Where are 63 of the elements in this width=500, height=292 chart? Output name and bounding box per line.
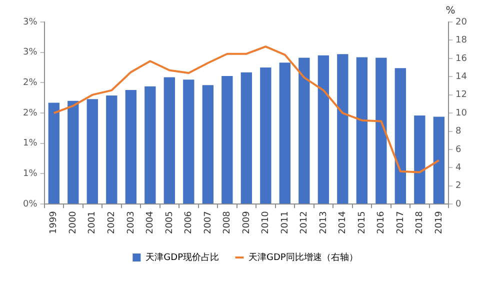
x-tick-label: 2015 — [357, 211, 368, 234]
y-tick-label: 3% — [22, 48, 38, 58]
y-tick-label: 0% — [22, 199, 38, 210]
bar — [356, 57, 368, 204]
x-tick-label: 2018 — [415, 210, 426, 234]
y2-tick-label: 6 — [456, 144, 462, 155]
x-tick-label: 2006 — [184, 210, 194, 234]
y-tick-label: 2% — [22, 78, 38, 88]
y2-axis-title: % — [446, 6, 456, 17]
y-tick-label: 3% — [22, 17, 38, 28]
x-tick-label: 2002 — [107, 211, 117, 234]
x-tick-label: 2011 — [280, 211, 290, 234]
x-tick-label: 2007 — [203, 211, 214, 234]
bar — [222, 76, 233, 204]
bar — [337, 54, 348, 204]
bar — [433, 116, 445, 204]
legend-label: 天津GDP同比增速（右轴） — [248, 252, 358, 263]
y2-tick-label: 4 — [456, 163, 462, 174]
x-tick-label: 1999 — [49, 210, 60, 234]
x-tick-label: 2014 — [338, 210, 348, 234]
y2-tick-label: 12 — [456, 90, 467, 100]
x-tick-label: 2016 — [376, 210, 387, 234]
y2-tick-label: 0 — [456, 199, 462, 210]
y-tick-label: 1% — [22, 169, 38, 180]
bar — [106, 95, 118, 204]
bar — [240, 72, 252, 204]
bar — [183, 80, 194, 204]
y2-tick-label: 16 — [456, 54, 468, 64]
y2-tick-label: 2 — [456, 181, 462, 192]
bar — [86, 99, 98, 204]
bar — [414, 115, 426, 204]
y2-tick-label: 8 — [456, 126, 462, 137]
bar — [144, 86, 156, 204]
bar — [298, 58, 310, 204]
bar — [376, 58, 387, 204]
x-tick-label: 2008 — [222, 210, 233, 234]
y2-tick-label: 10 — [456, 108, 468, 118]
y2-tick-label: 14 — [456, 72, 468, 82]
x-tick-label: 2003 — [126, 211, 136, 234]
y-tick-label: 1% — [22, 138, 38, 149]
x-tick-label: 2009 — [242, 210, 252, 234]
bar — [260, 68, 272, 204]
x-tick-label: 2010 — [261, 210, 272, 234]
bar — [164, 77, 175, 204]
legend-label: 天津GDP现价占比 — [146, 252, 220, 263]
bar — [125, 90, 136, 204]
y2-tick-label: 18 — [456, 36, 468, 46]
bar — [202, 85, 214, 204]
x-tick-label: 2012 — [300, 211, 310, 234]
y-tick-label: 2% — [22, 108, 38, 118]
y2-tick-label: 20 — [456, 17, 468, 28]
x-tick-label: 2001 — [88, 211, 98, 234]
bar — [394, 68, 406, 204]
bar — [279, 62, 290, 204]
x-tick-label: 2019 — [434, 210, 444, 234]
x-tick-label: 2004 — [146, 210, 156, 234]
x-tick-label: 2005 — [164, 211, 175, 234]
bar — [68, 100, 79, 204]
x-tick-label: 2000 — [68, 210, 78, 234]
x-tick-label: 2013 — [318, 211, 329, 234]
bar — [48, 102, 60, 204]
bar — [318, 55, 329, 204]
x-tick-label: 2017 — [396, 211, 406, 234]
